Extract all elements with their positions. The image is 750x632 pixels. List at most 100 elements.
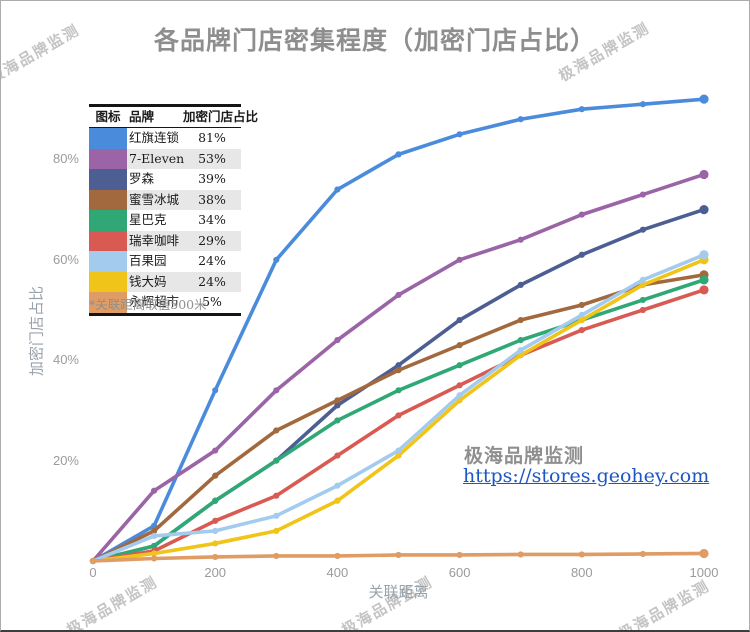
series-point-红旗连锁 [395,151,402,158]
series-point-罗森 [395,362,402,369]
series-point-7-Eleven [212,447,219,454]
series-point-红旗连锁 [517,116,524,123]
legend-brand-label: 永辉超市 [129,294,180,309]
series-point-百果园 [334,482,341,489]
series-point-7-Eleven [578,211,585,218]
x-tick-label: 0 [89,565,97,580]
x-tick-label: 200 [204,565,227,580]
legend-brand-label: 钱大妈 [129,273,167,289]
legend-color-swatch [89,251,127,272]
series-point-红旗连锁 [273,256,280,263]
series-point-星巴克 [699,275,709,285]
legend-rows: 红旗连锁 81% 7-Eleven 53% 罗森 39% 蜜雪冰城 38% 星巴克 34% 瑞幸咖啡… [89,128,241,313]
series-point-星巴克 [151,542,158,550]
series-point-7-Eleven [517,236,524,243]
series-point-钱大妈 [212,540,219,547]
series-point-7-Eleven [639,191,647,198]
series-point-星巴克 [395,387,402,394]
legend-value-label: 5% [202,294,222,309]
series-point-百果园 [456,392,463,399]
y-tick-label: 40% [52,352,79,368]
legend-value-label: 24% [198,273,226,289]
legend-row: 星巴克 34% [89,210,241,231]
series-point-罗森 [456,316,463,324]
legend-row: 百果园 24% [89,251,241,272]
series-point-7-Eleven [273,387,280,394]
series-point-蜜雪冰城 [517,316,524,324]
series-point-永辉超市 [334,552,341,560]
brand-website-link[interactable]: https://stores.geohey.com [463,465,710,487]
series-point-蜜雪冰城 [273,427,280,434]
legend-row: 罗森 39% [89,169,241,190]
series-point-蜜雪冰城 [151,527,158,534]
page-title: 各品牌门店密集程度（加密门店占比） [153,26,596,55]
legend-brand-label: 蜜雪冰城 [129,191,180,207]
series-point-百果园 [273,512,280,519]
series-point-蜜雪冰城 [456,342,463,349]
series-line-星巴克 [91,278,706,563]
series-point-百果园 [517,347,524,354]
series-point-钱大妈 [639,281,647,288]
series-point-永辉超市 [699,548,709,559]
series-point-永辉超市 [639,550,647,558]
series-point-钱大妈 [273,527,280,534]
legend-row: 钱大妈 24% [89,271,241,292]
legend-color-swatch [89,128,127,149]
series-point-永辉超市 [273,552,280,560]
series-line-瑞幸咖啡 [91,288,706,563]
series-point-红旗连锁 [212,387,219,394]
series-point-罗森 [578,251,585,258]
series-point-永辉超市 [89,557,97,565]
legend-brand-label: 罗森 [129,171,155,186]
legend-row: 蜜雪冰城 38% [89,189,241,210]
series-point-罗森 [334,402,341,409]
x-tick-label: 600 [448,565,471,580]
series-point-7-Eleven [334,337,341,344]
series-point-蜜雪冰城 [395,367,402,374]
series-point-钱大妈 [151,550,158,557]
legend-value-label: 24% [198,253,226,268]
series-point-百果园 [151,532,158,540]
series-point-钱大妈 [395,452,402,459]
legend-value-label: 34% [198,212,226,227]
legend-color-swatch [89,230,127,251]
series-point-钱大妈 [334,497,341,504]
series-point-瑞幸咖啡 [212,517,219,524]
series-point-永辉超市 [395,551,402,559]
y-tick-label: 60% [52,251,79,267]
series-point-星巴克 [517,337,524,344]
legend-brand-label: 百果园 [129,253,167,268]
series-point-瑞幸咖啡 [699,285,709,295]
legend-value-label: 29% [198,232,226,248]
series-point-红旗连锁 [639,101,647,108]
legend-header-value: 加密门店占比 [183,109,259,124]
series-point-星巴克 [273,457,280,464]
brand-watermark-text: 极海品牌监测 [464,445,585,467]
series-point-百果园 [395,447,402,454]
series-point-罗森 [699,205,709,215]
y-tick-label: 20% [52,452,79,468]
series-point-7-Eleven [151,487,158,494]
legend-color-swatch [89,210,127,231]
series-point-红旗连锁 [699,94,709,104]
legend-color-swatch [89,271,127,292]
series-point-星巴克 [212,497,219,504]
legend-value-label: 38% [198,191,226,207]
legend-value-label: 53% [198,150,226,166]
series-point-红旗连锁 [456,131,463,138]
series-point-瑞幸咖啡 [578,326,585,334]
series-point-百果园 [699,250,709,260]
series-point-罗森 [517,281,524,288]
series-point-永辉超市 [151,555,158,562]
series-point-7-Eleven [456,256,463,263]
series-point-永辉超市 [578,551,585,558]
legend-value-label: 81% [198,130,226,145]
legend-header-icon: 图标 [95,109,121,124]
legend-footnote: *关联距离取值500米 [89,297,207,312]
series-point-7-Eleven [395,291,402,299]
series-point-永辉超市 [212,553,219,561]
series-point-瑞幸咖啡 [639,306,647,314]
series-point-瑞幸咖啡 [334,452,341,459]
